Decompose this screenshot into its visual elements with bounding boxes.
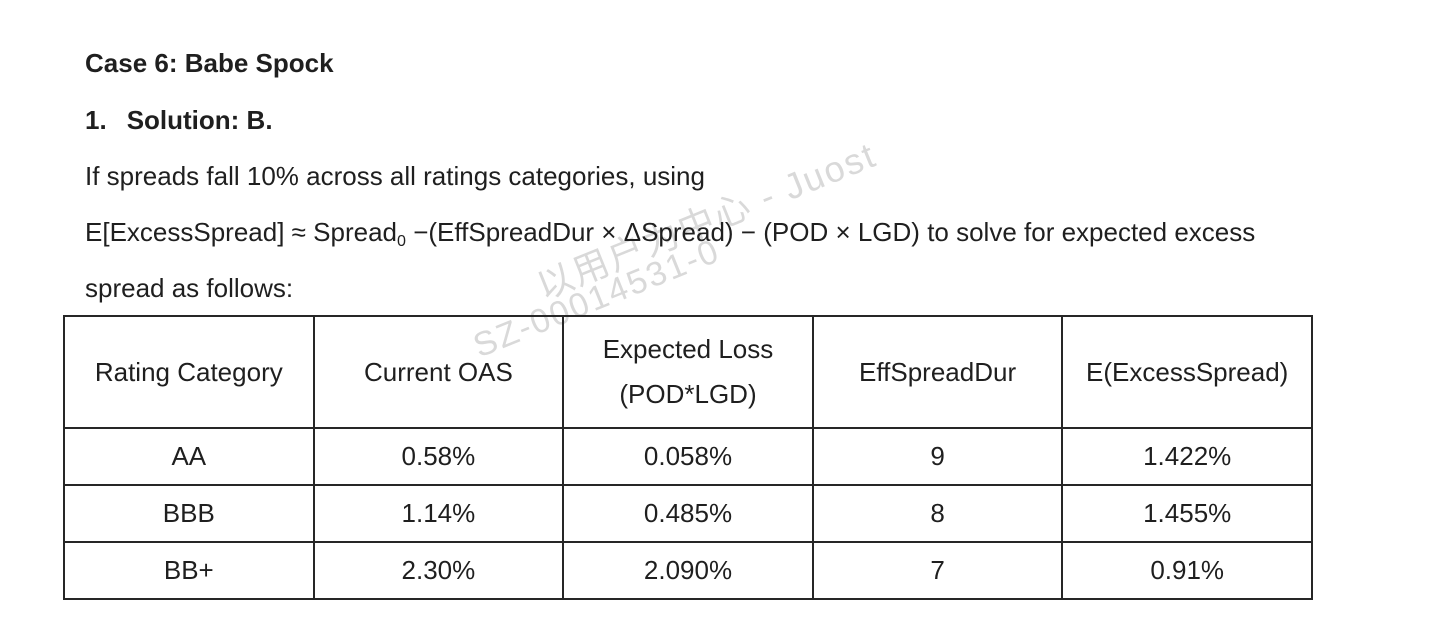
cell-oas: 0.58% xyxy=(312,427,565,486)
paragraph-line-1: If spreads fall 10% across all ratings c… xyxy=(85,161,705,191)
header-current-oas: Current OAS xyxy=(312,315,565,429)
cell-oas: 2.30% xyxy=(312,541,565,600)
formula-post: −(EffSpreadDur × ΔSpread) − (POD × LGD) … xyxy=(405,217,1256,247)
header-expected-loss-line1: Expected Loss xyxy=(602,333,774,364)
header-expected-loss-line2: (POD*LGD) xyxy=(619,379,757,409)
cell-loss: 2.090% xyxy=(562,541,814,600)
table-row: AA 0.58% 0.058% 9 1.422% xyxy=(63,427,1313,486)
cell-excess: 1.422% xyxy=(1061,427,1313,486)
cell-loss: 0.485% xyxy=(562,484,814,543)
ratings-table: Rating Category Current OAS Expected Los… xyxy=(63,315,1313,600)
cell-excess: 0.91% xyxy=(1061,541,1313,600)
cell-rating: BBB xyxy=(63,484,315,543)
cell-oas: 1.14% xyxy=(312,484,565,543)
cell-dur: 8 xyxy=(811,484,1064,543)
table-row: BB+ 2.30% 2.090% 7 0.91% xyxy=(63,541,1313,600)
table-header-row: Rating Category Current OAS Expected Los… xyxy=(63,315,1313,429)
cell-loss: 0.058% xyxy=(562,427,814,486)
table-row: BBB 1.14% 0.485% 8 1.455% xyxy=(63,484,1313,543)
formula-pre: E[ExcessSpread] ≈ Spread xyxy=(85,217,397,247)
header-expected-loss: Expected Loss (POD*LGD) xyxy=(562,315,814,429)
cell-rating: AA xyxy=(63,427,315,486)
case-heading: Case 6: Babe Spock xyxy=(85,48,334,78)
cell-rating: BB+ xyxy=(63,541,315,600)
solution-label: Solution: B. xyxy=(126,105,273,135)
solution-heading: 1. Solution: B. xyxy=(85,105,273,136)
formula-line: E[ExcessSpread] ≈ Spread0 −(EffSpreadDur… xyxy=(85,217,1256,250)
header-rating-category: Rating Category xyxy=(63,315,315,429)
list-number: 1. xyxy=(85,105,107,135)
cell-dur: 9 xyxy=(811,427,1064,486)
formula-subscript: 0 xyxy=(397,231,406,250)
cell-dur: 7 xyxy=(811,541,1064,600)
header-excess-spread: E(ExcessSpread) xyxy=(1061,315,1313,429)
header-effspreaddur: EffSpreadDur xyxy=(811,315,1064,429)
paragraph-line-3: spread as follows: xyxy=(85,273,294,303)
cell-excess: 1.455% xyxy=(1061,484,1313,543)
